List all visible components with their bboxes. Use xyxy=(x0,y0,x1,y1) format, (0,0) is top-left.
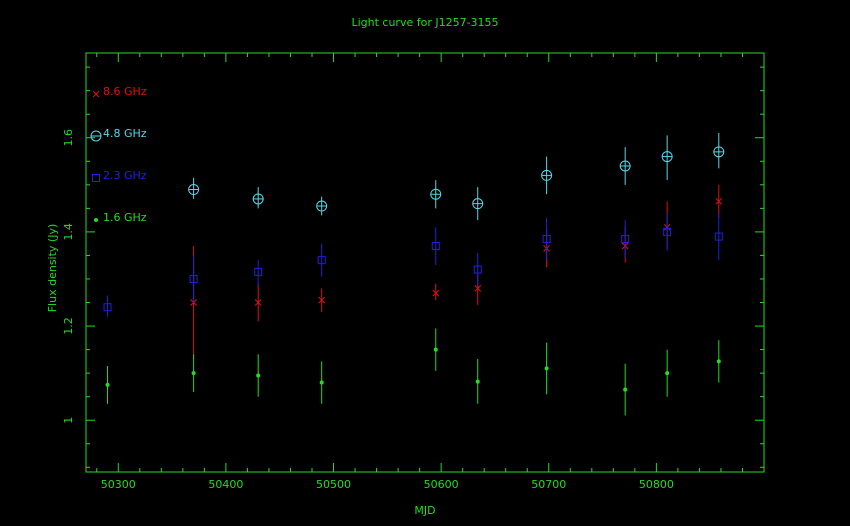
y-tick-label: 1.2 xyxy=(62,317,75,335)
data-marker-circle-plus xyxy=(661,151,673,163)
data-marker-dot xyxy=(475,379,480,384)
marker-dot xyxy=(256,373,261,378)
marker-stroke xyxy=(92,90,100,98)
data-marker-cross xyxy=(254,299,262,306)
legend-label: 2.3 GHz xyxy=(103,169,147,182)
data-marker-square xyxy=(663,227,672,236)
marker-dot xyxy=(665,371,670,376)
data-marker-square xyxy=(431,242,440,251)
data-marker-dot xyxy=(544,366,549,371)
data-marker-dot xyxy=(191,371,196,376)
marker-square xyxy=(621,234,630,243)
data-marker-square xyxy=(254,267,263,276)
data-marker-circle-plus xyxy=(541,169,553,181)
marker-square xyxy=(254,267,263,276)
data-marker-cross xyxy=(318,296,326,304)
data-marker-square xyxy=(317,256,326,265)
data-marker-circle-plus xyxy=(619,160,631,172)
series-2-3-ghz xyxy=(103,213,723,317)
data-marker-circle-plus xyxy=(713,146,725,158)
x-tick-label: 50600 xyxy=(424,478,459,491)
data-marker-square xyxy=(542,234,551,243)
marker-square xyxy=(473,265,482,274)
data-marker-circle-plus xyxy=(430,188,442,200)
data-marker-dot xyxy=(105,382,110,387)
y-tick-label: 1.6 xyxy=(62,129,75,147)
marker-dot xyxy=(94,218,98,222)
marker-dot xyxy=(544,366,549,371)
marker-stroke xyxy=(474,285,482,292)
marker-square xyxy=(92,174,100,182)
data-marker-circle-plus xyxy=(472,198,484,210)
marker-dot xyxy=(319,380,324,385)
x-tick-label: 50300 xyxy=(101,478,136,491)
data-marker-cross xyxy=(474,285,482,292)
data-marker-circle-plus xyxy=(90,130,102,142)
marker-square xyxy=(189,274,198,283)
marker-dot xyxy=(105,382,110,387)
x-tick-label: 50800 xyxy=(639,478,674,491)
data-marker-square xyxy=(621,234,630,243)
data-marker-dot xyxy=(716,359,721,364)
series-4-8-ghz xyxy=(188,133,725,221)
marker-stroke xyxy=(254,299,262,306)
y-tick-label: 1.4 xyxy=(62,223,75,241)
y-tick-label: 1 xyxy=(62,417,75,424)
data-marker-dot xyxy=(256,373,261,378)
marker-stroke xyxy=(318,296,326,304)
data-marker-circle-plus xyxy=(316,200,328,212)
marker-square xyxy=(663,227,672,236)
x-tick-label: 50500 xyxy=(316,478,351,491)
series-8-6-ghz xyxy=(190,184,723,360)
data-marker-dot xyxy=(94,218,98,222)
marker-dot xyxy=(716,359,721,364)
chart-title: Light curve for J1257-3155 xyxy=(351,16,498,29)
data-marker-circle-plus xyxy=(188,184,200,196)
axes-ticks: 50300 50400 50500 50600 50700 50800 1 1.2 1.4 1.6 xyxy=(62,53,765,491)
marker-stroke xyxy=(715,197,723,205)
marker-dot xyxy=(433,347,438,352)
x-tick-label: 50700 xyxy=(531,478,566,491)
y-axis-label: Flux density (Jy) xyxy=(46,224,59,313)
x-tick-label: 50400 xyxy=(208,478,243,491)
marker-dot xyxy=(475,379,480,384)
data-marker-cross xyxy=(715,197,723,205)
data-marker-square xyxy=(189,274,198,283)
legend: 8.6 GHz 4.8 GHz 2.3 GHz 1.6 GHz xyxy=(90,85,147,224)
data-marker-square xyxy=(714,232,723,241)
data-marker-dot xyxy=(319,380,324,385)
x-axis-label: MJD xyxy=(414,504,435,517)
data-marker-square xyxy=(103,303,112,312)
data-marker-dot xyxy=(623,387,628,392)
marker-dot xyxy=(191,371,196,376)
marker-square xyxy=(103,303,112,312)
data-marker-dot xyxy=(665,371,670,376)
marker-square xyxy=(317,256,326,265)
plot-frame xyxy=(85,52,765,473)
marker-square xyxy=(542,234,551,243)
marker-stroke xyxy=(432,289,440,297)
data-marker-square xyxy=(92,174,100,182)
data-marks xyxy=(103,133,725,416)
marker-square xyxy=(431,242,440,251)
data-marker-circle-plus xyxy=(252,193,264,205)
legend-label: 4.8 GHz xyxy=(103,127,147,140)
legend-label: 1.6 GHz xyxy=(103,211,147,224)
legend-label: 8.6 GHz xyxy=(103,85,147,98)
series-1-6-ghz xyxy=(105,328,721,416)
marker-dot xyxy=(623,387,628,392)
marker-square xyxy=(714,232,723,241)
data-marker-cross xyxy=(432,289,440,297)
data-marker-cross xyxy=(92,90,100,98)
data-marker-dot xyxy=(433,347,438,352)
data-marker-square xyxy=(473,265,482,274)
